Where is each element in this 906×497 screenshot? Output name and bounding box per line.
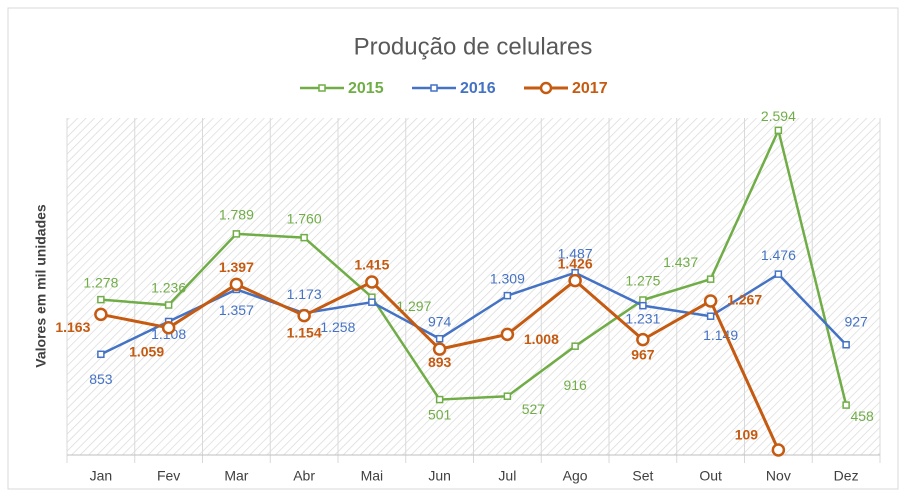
data-label: 974 xyxy=(428,313,452,329)
marker xyxy=(771,443,786,457)
x-tick-label: Abr xyxy=(293,468,315,484)
marker xyxy=(842,341,850,349)
marker xyxy=(639,301,647,310)
x-tick-label: Mar xyxy=(224,468,248,484)
legend-label: 2015 xyxy=(348,80,384,97)
data-label: 1.173 xyxy=(287,286,322,302)
marker xyxy=(571,342,579,350)
data-label: 1.154 xyxy=(287,324,322,340)
marker xyxy=(229,277,244,292)
legend-label: 2017 xyxy=(572,80,608,97)
data-label: 501 xyxy=(428,406,452,422)
marker xyxy=(774,126,783,135)
series-line xyxy=(100,271,848,356)
marker xyxy=(435,334,444,343)
data-label: 1.760 xyxy=(287,210,322,226)
marker xyxy=(232,230,241,238)
data-label: 1.008 xyxy=(524,331,559,347)
data-label: 109 xyxy=(735,427,759,443)
marker xyxy=(568,273,582,288)
marker xyxy=(435,395,444,404)
data-label: 1.231 xyxy=(625,310,660,326)
data-label: 853 xyxy=(89,371,113,387)
x-tick-label: Jul xyxy=(498,468,516,484)
marker xyxy=(368,298,376,306)
marker xyxy=(432,342,447,356)
data-label: 1.278 xyxy=(83,274,118,290)
marker xyxy=(503,392,512,400)
x-tick-label: Jun xyxy=(428,468,451,484)
data-label: 1.163 xyxy=(55,319,90,335)
data-label: 1.309 xyxy=(490,270,525,286)
data-label: 1.476 xyxy=(761,247,796,263)
data-label: 893 xyxy=(428,354,452,370)
marker xyxy=(703,294,718,308)
data-label: 1.426 xyxy=(558,255,593,271)
x-tick-label: Nov xyxy=(766,468,791,484)
data-label: 2.594 xyxy=(761,108,796,124)
data-label: 1.789 xyxy=(219,207,254,223)
x-tick-label: Ago xyxy=(563,468,588,484)
marker xyxy=(706,312,715,320)
data-label: 1.415 xyxy=(354,257,389,273)
data-label: 1.437 xyxy=(663,254,698,270)
marker xyxy=(365,275,379,289)
marker xyxy=(300,233,308,242)
marker xyxy=(97,350,105,359)
data-label: 1.297 xyxy=(396,298,431,314)
legend-marker xyxy=(318,84,326,92)
data-label: 1.275 xyxy=(625,273,660,289)
data-label: 927 xyxy=(844,313,868,329)
marker xyxy=(774,270,783,278)
x-tick-label: Fev xyxy=(157,468,180,484)
legend-label: 2016 xyxy=(460,80,496,97)
data-label: 1.267 xyxy=(727,292,762,308)
data-label: 1.397 xyxy=(219,259,254,275)
y-axis-label: Valores em mil unidades xyxy=(33,204,49,368)
x-tick-label: Set xyxy=(632,468,653,484)
data-label: 1.149 xyxy=(703,327,738,343)
data-label: 527 xyxy=(522,401,546,417)
marker xyxy=(97,295,105,304)
marker xyxy=(636,332,650,347)
x-tick-label: Mai xyxy=(361,468,384,484)
data-label: 1.236 xyxy=(151,280,186,296)
data-label: 1.059 xyxy=(129,343,164,359)
marker xyxy=(164,301,173,309)
data-label: 458 xyxy=(850,408,874,424)
x-tick-label: Dez xyxy=(834,468,859,484)
series-line xyxy=(100,129,848,406)
data-label: 1.487 xyxy=(558,245,593,261)
chart-title: Produção de celulares xyxy=(354,33,593,60)
marker xyxy=(297,308,311,323)
marker xyxy=(500,327,515,342)
marker xyxy=(503,291,512,300)
x-tick-label: Out xyxy=(699,468,722,484)
marker xyxy=(161,321,176,335)
data-label: 967 xyxy=(631,346,655,362)
marker xyxy=(94,307,108,322)
legend-marker xyxy=(430,84,438,92)
marker xyxy=(842,401,850,409)
legend-marker xyxy=(539,81,553,95)
data-label: 916 xyxy=(563,377,587,393)
marker xyxy=(706,275,715,283)
x-tick-label: Jan xyxy=(90,468,113,484)
data-label: 1.357 xyxy=(219,302,254,318)
data-label: 1.258 xyxy=(320,319,355,335)
